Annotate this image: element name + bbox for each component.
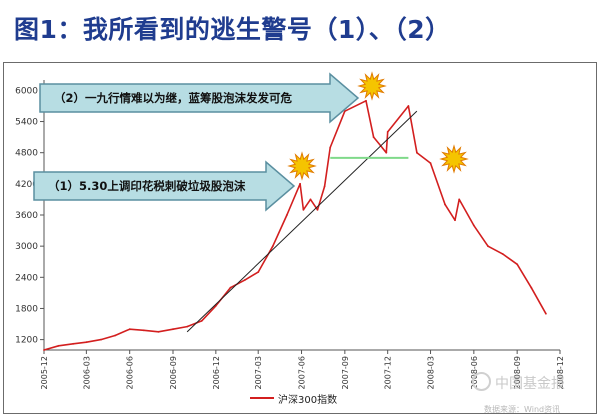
callout-arrow-shape [33, 160, 296, 212]
x-tick-label: 2006-09 [169, 356, 178, 389]
source-note: 数据来源：Wind资讯 [484, 405, 561, 414]
data-point [257, 271, 260, 273]
data-point [100, 338, 102, 341]
data-point [472, 224, 475, 227]
data-point [385, 151, 388, 154]
page-title: 图1：我所看到的逃生警号（1）、（2） [14, 15, 451, 44]
callout-arrow-2: （2）一九行情难以为继，蓝筹股泡沫发发可危 [39, 72, 360, 124]
data-point [271, 245, 274, 248]
data-point [501, 253, 504, 255]
callout-arrow-label: （1）5.30上调印花税刺破垃圾股泡沫 [48, 179, 246, 193]
trendline [186, 110, 418, 333]
x-tick-label: 2008-09 [513, 356, 522, 389]
data-point [516, 263, 519, 266]
y-tick-label: 6000 [15, 86, 38, 96]
y-tick-label: 4800 [15, 149, 38, 159]
data-point [186, 325, 189, 328]
data-point [43, 349, 45, 351]
data-point [545, 312, 547, 315]
data-point [114, 334, 116, 337]
data-point [85, 341, 88, 344]
data-point [316, 208, 319, 211]
y-tick-label: 5400 [15, 118, 38, 128]
y-tick-label: 1800 [15, 304, 38, 314]
series-line [43, 100, 547, 351]
x-tick-label: 2007-06 [298, 356, 307, 389]
title-bar: 图1：我所看到的逃生警号（1）、（2） [0, 0, 600, 60]
legend-swatch [250, 397, 274, 399]
data-point [454, 219, 456, 222]
star-burst-icon [287, 151, 317, 181]
data-point [57, 344, 60, 347]
data-point [343, 110, 346, 113]
data-point [407, 105, 410, 107]
x-tick-label: 2006-06 [126, 356, 135, 389]
data-point [200, 320, 203, 322]
data-point [302, 208, 305, 211]
data-point [530, 286, 533, 289]
x-tick-label: 2008-12 [556, 356, 565, 389]
callout-arrow-label: （2）一九行情难以为继，蓝筹股泡沫发发可危 [54, 91, 292, 105]
y-tick-label: 4200 [15, 180, 38, 190]
data-point [229, 286, 232, 289]
data-point [444, 203, 446, 206]
data-point [323, 185, 326, 188]
x-tick-label: 2005-12 [40, 356, 49, 389]
data-point [128, 328, 131, 331]
x-tick-label: 2007-03 [254, 356, 263, 389]
x-tick-label: 2007-09 [341, 356, 350, 389]
data-point [329, 146, 332, 149]
data-point [286, 214, 288, 216]
data-point [416, 151, 418, 154]
legend: 沪深300指数 [250, 390, 337, 406]
y-tick-label: 3600 [15, 211, 38, 221]
data-point [458, 198, 461, 201]
data-point [299, 182, 301, 185]
callout-arrow-1: （1）5.30上调印花税刺破垃圾股泡沫 [33, 160, 296, 212]
data-point [72, 342, 75, 345]
data-point [309, 198, 312, 201]
wechat-icon [472, 372, 491, 391]
data-point [157, 330, 160, 333]
data-point [142, 329, 145, 332]
x-tick-label: 2007-12 [384, 356, 393, 389]
star-burst-icon [439, 144, 469, 174]
x-tick-label: 2006-12 [212, 356, 221, 389]
data-point [429, 162, 432, 165]
star-burst-icon [357, 71, 387, 101]
data-point [214, 305, 217, 307]
watermark-text: 中国基金报 [495, 376, 565, 392]
y-tick-label: 1200 [15, 336, 38, 346]
data-point [365, 99, 367, 102]
y-tick-label: 3000 [15, 242, 38, 252]
data-point [487, 245, 489, 248]
watermark: 中国基金报 [472, 372, 565, 393]
x-tick-label: 2008-03 [427, 356, 436, 389]
x-tick-label: 2008-06 [470, 356, 479, 389]
data-point [172, 328, 174, 331]
chart-frame [3, 62, 597, 414]
data-point [244, 279, 246, 281]
legend-label: 沪深300指数 [278, 394, 338, 406]
data-point [372, 136, 375, 139]
x-tick-label: 2006-03 [82, 356, 91, 389]
callout-arrow-shape [39, 72, 360, 124]
data-point [386, 131, 389, 133]
y-tick-label: 2400 [15, 273, 38, 283]
